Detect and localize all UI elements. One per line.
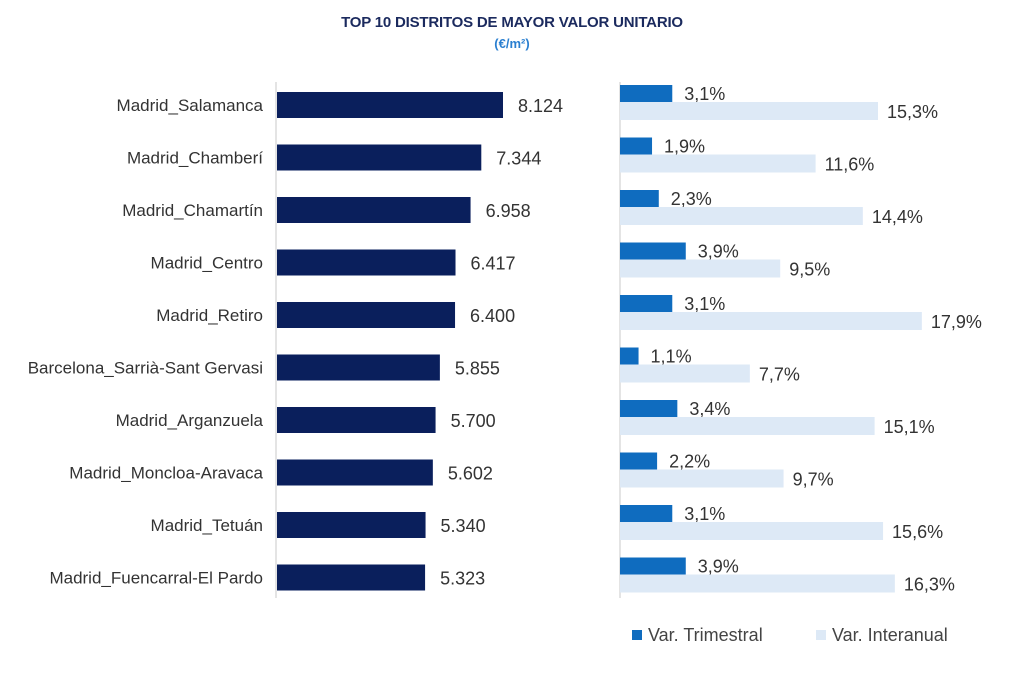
value-bar (277, 459, 433, 486)
category-label: Madrid_Retiro (156, 306, 263, 325)
category-label: Madrid_Tetuán (151, 516, 263, 535)
trimestral-bar (620, 505, 673, 522)
category-label: Madrid_Salamanca (117, 96, 264, 115)
category-label: Madrid_Arganzuela (116, 411, 264, 430)
interanual-label: 17,9% (931, 312, 982, 332)
interanual-bar (620, 522, 884, 540)
interanual-label: 7,7% (759, 365, 800, 385)
interanual-bar (620, 574, 895, 593)
value-label: 5.700 (451, 411, 496, 431)
value-label: 5.855 (455, 359, 500, 379)
value-bar (277, 354, 440, 381)
interanual-label: 15,3% (887, 102, 938, 122)
legend-label-interanual: Var. Interanual (832, 625, 948, 645)
value-label: 5.323 (440, 569, 485, 589)
trimestral-label: 3,9% (698, 557, 739, 577)
interanual-bar (620, 312, 922, 330)
interanual-label: 14,4% (872, 207, 923, 227)
trimestral-bar (620, 190, 659, 207)
value-label: 6.400 (470, 306, 515, 326)
interanual-label: 16,3% (904, 575, 955, 595)
trimestral-label: 1,1% (651, 347, 692, 367)
chart-title: TOP 10 DISTRITOS DE MAYOR VALOR UNITARIO (341, 14, 683, 31)
interanual-bar (620, 154, 816, 173)
category-label: Madrid_Fuencarral-El Pardo (49, 569, 263, 588)
interanual-bar (620, 207, 863, 225)
chart-marks: Madrid_Salamanca 8.124 3,1% 15,3% Madrid_Cha… (28, 84, 982, 595)
interanual-bar (620, 364, 750, 383)
trimestral-bar (620, 452, 658, 470)
value-bar (277, 144, 482, 171)
legend-swatch-interanual (816, 630, 826, 640)
trimestral-label: 1,9% (664, 137, 705, 157)
value-bar (277, 92, 503, 118)
legend: Var. Trimestral Var. Interanual (632, 625, 948, 645)
interanual-bar (620, 417, 875, 435)
value-bar (277, 512, 426, 538)
category-label: Madrid_Centro (151, 254, 263, 273)
trimestral-bar (620, 85, 673, 102)
value-bar (277, 197, 471, 223)
interanual-bar (620, 469, 784, 488)
value-label: 6.417 (471, 254, 516, 274)
legend-swatch-trimestral (632, 630, 642, 640)
interanual-label: 11,6% (825, 155, 875, 175)
value-bar (277, 249, 456, 276)
value-label: 8.124 (518, 96, 563, 116)
value-bar (277, 407, 436, 433)
value-label: 5.602 (448, 464, 493, 484)
trimestral-bar (620, 295, 673, 312)
chart-subtitle: (€/m²) (494, 36, 530, 51)
trimestral-label: 2,3% (671, 189, 712, 209)
trimestral-label: 3,9% (698, 242, 739, 262)
value-bar (277, 564, 426, 591)
interanual-label: 15,6% (892, 522, 943, 542)
trimestral-label: 3,1% (684, 84, 725, 104)
trimestral-bar (620, 242, 686, 260)
trimestral-bar (620, 137, 653, 155)
interanual-label: 9,5% (789, 260, 830, 280)
trimestral-bar (620, 400, 678, 417)
interanual-bar (620, 259, 781, 278)
interanual-label: 15,1% (884, 417, 935, 437)
legend-label-trimestral: Var. Trimestral (648, 625, 763, 645)
trimestral-label: 3,4% (689, 399, 730, 419)
value-label: 6.958 (486, 201, 531, 221)
value-bar (277, 302, 456, 328)
interanual-label: 9,7% (793, 470, 834, 490)
trimestral-label: 3,1% (684, 294, 725, 314)
trimestral-label: 2,2% (669, 452, 710, 472)
category-label: Madrid_Chamartín (122, 201, 263, 220)
value-label: 7.344 (496, 149, 541, 169)
trimestral-bar (620, 347, 639, 365)
category-label: Madrid_Chamberí (127, 149, 263, 168)
category-label: Barcelona_Sarrià-Sant Gervasi (28, 359, 263, 378)
interanual-bar (620, 102, 878, 120)
value-label: 5.340 (441, 516, 486, 536)
trimestral-label: 3,1% (684, 504, 725, 524)
trimestral-bar (620, 557, 686, 575)
category-label: Madrid_Moncloa-Aravaca (69, 464, 263, 483)
